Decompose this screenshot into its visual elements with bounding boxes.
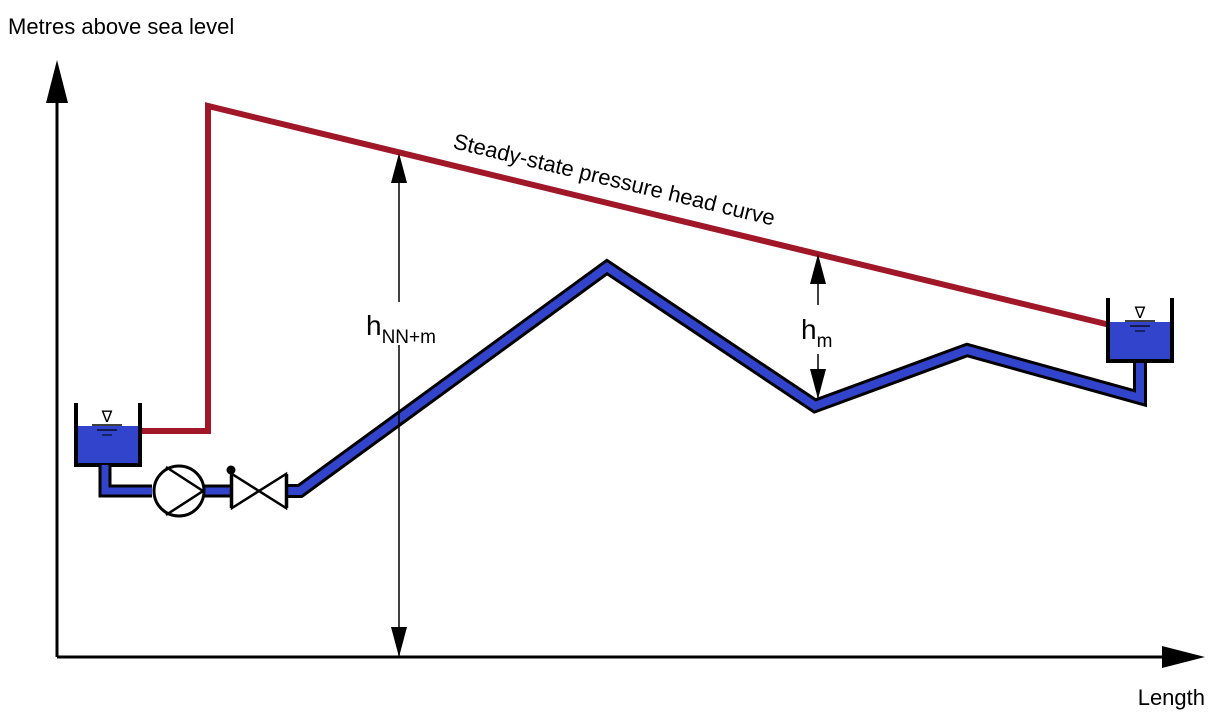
x-axis-label: Length xyxy=(1138,685,1205,710)
h-local-label: hm xyxy=(801,314,832,352)
y-axis-arrowhead xyxy=(46,60,68,103)
pressure-head-curve xyxy=(140,102,1111,434)
reservoir-left: ∇ xyxy=(74,403,142,467)
y-axis-label: Metres above sea level xyxy=(8,14,234,39)
reservoir-right-water xyxy=(1108,322,1172,361)
h-total-dimension xyxy=(391,153,407,657)
pipe-outlet-left xyxy=(98,465,152,498)
reservoir-left-water xyxy=(76,426,140,465)
pipeline xyxy=(286,262,1144,495)
reservoir-right: ∇ xyxy=(1106,298,1174,363)
pump-icon xyxy=(152,464,206,518)
valve-icon xyxy=(226,465,289,511)
reservoir-right-walls xyxy=(1106,298,1174,363)
h-local-dimension xyxy=(810,254,826,399)
h-total-main: h xyxy=(366,310,382,341)
h-local-subscript: m xyxy=(817,331,833,352)
x-axis-arrowhead xyxy=(1162,646,1205,668)
h-total-label: hNN+m xyxy=(366,310,436,348)
water-level-symbol-right: ∇ xyxy=(1134,305,1146,322)
h-local-main: h xyxy=(801,314,817,345)
water-level-symbol-left: ∇ xyxy=(101,409,113,426)
axes xyxy=(46,60,1205,668)
h-total-subscript: NN+m xyxy=(382,327,436,348)
